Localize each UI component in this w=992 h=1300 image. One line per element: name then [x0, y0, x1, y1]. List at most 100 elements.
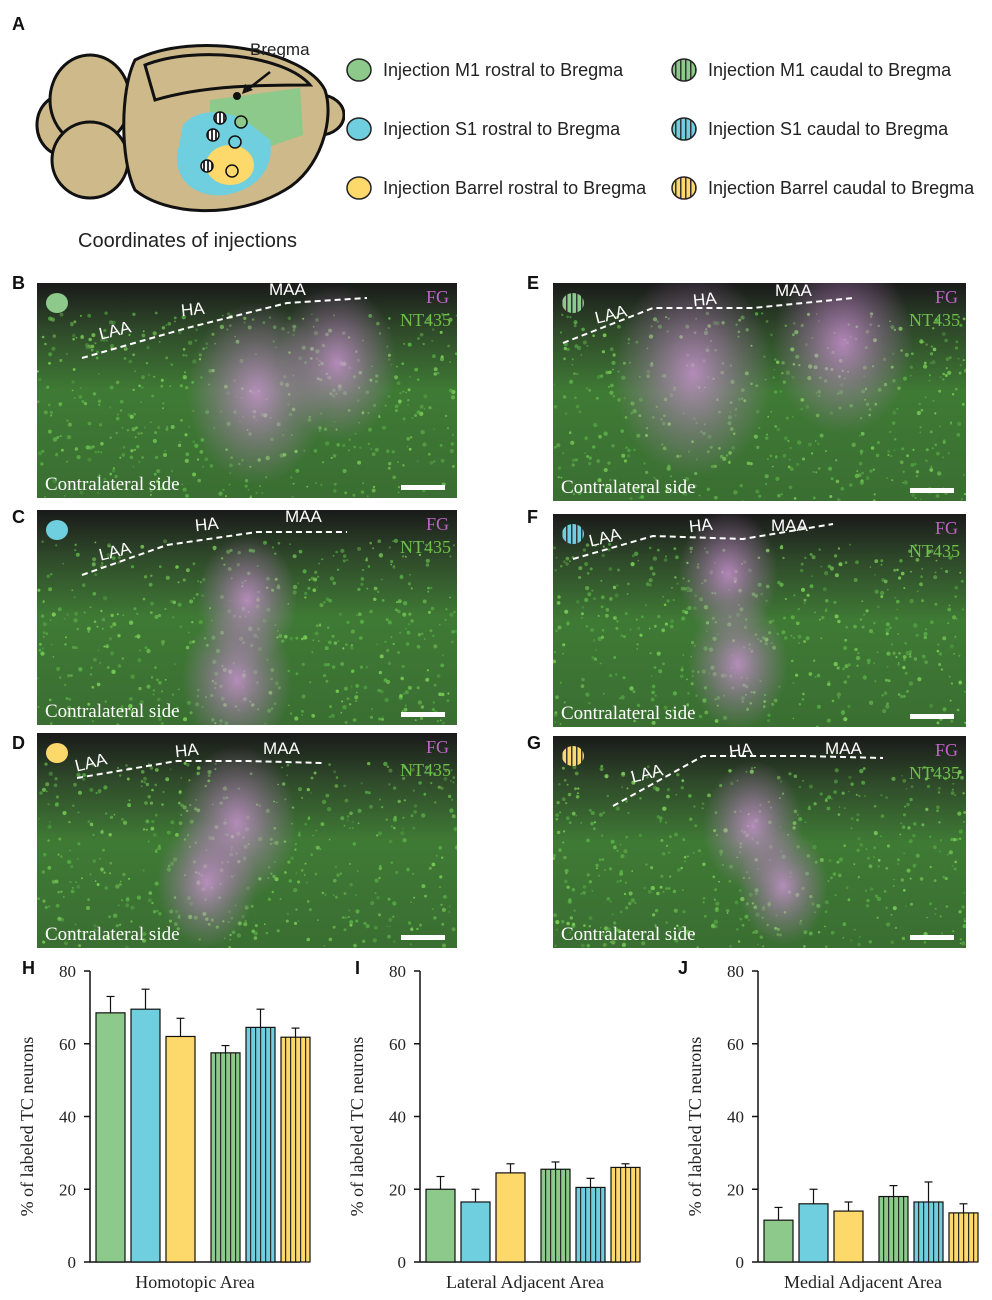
injection-dot [234, 115, 248, 129]
y-tick-label: 40 [389, 1108, 406, 1127]
y-tick-label: 80 [59, 962, 76, 981]
micrograph-image [553, 283, 966, 501]
bregma-arrow [246, 71, 271, 91]
fg-stain-label: FG [934, 287, 958, 307]
micrograph-f: LAA HA MAA FG NT435 Contralateral side [553, 514, 966, 727]
micrograph-g: LAA HA MAA FG NT435 Contralateral side [553, 736, 966, 948]
bar [95, 1012, 126, 1263]
brain-schematic [35, 44, 345, 213]
injection-swatch [46, 520, 68, 540]
bar [913, 1201, 944, 1263]
y-tick-label: 40 [59, 1108, 76, 1127]
contralateral-side-label: Contralateral side [561, 477, 696, 498]
ha-label: HA [174, 739, 200, 762]
panel-letter-g: G [527, 733, 542, 753]
bar [210, 1052, 241, 1263]
legend-label: Injection S1 rostral to Bregma [383, 118, 621, 139]
panel-letter-j: J [678, 958, 689, 978]
bar [763, 1219, 794, 1263]
bar [833, 1210, 864, 1263]
panel-letter-a: A [12, 14, 25, 34]
y-tick-label: 0 [736, 1253, 745, 1272]
injection-swatch [46, 743, 68, 763]
fg-stain-label: FG [934, 740, 958, 760]
panel-letter-f: F [527, 507, 538, 527]
area-boundary-line [612, 755, 884, 807]
y-tick-label: 20 [59, 1180, 76, 1199]
legend-swatch [671, 176, 697, 200]
legend-item: Injection S1 rostral to Bregma [345, 116, 620, 142]
micrograph-d: LAA HA MAA FG NT435 Contralateral side [37, 733, 457, 948]
area-boundary-line [76, 760, 323, 779]
fg-stain-label: FG [425, 737, 449, 757]
legend-label: Injection M1 caudal to Bregma [708, 59, 952, 80]
bar-chart-j: 0 20 40 60 80 Medial Adjacent Area % of labele… [685, 962, 979, 1292]
injection-swatch [562, 293, 584, 313]
bar [610, 1166, 641, 1263]
legend-item: Injection M1 rostral to Bregma [345, 57, 623, 83]
maa-label: MAA [285, 510, 322, 526]
bar [245, 1026, 276, 1263]
legend-item: Injection M1 caudal to Bregma [670, 57, 951, 83]
bar [165, 1035, 196, 1263]
y-axis-label: % of labeled TC neurons [17, 1037, 37, 1217]
bar-chart-h: 0 20 40 60 80 Homotopic Area % of labeled TC n… [17, 962, 311, 1292]
legend-label: Injection S1 caudal to Bregma [708, 118, 949, 139]
contralateral-side-label: Contralateral side [45, 701, 180, 722]
bar [460, 1201, 491, 1263]
legend-item: Injection S1 caudal to Bregma [670, 116, 948, 142]
area-boundary-line [81, 297, 368, 359]
panel-letter-d: D [12, 733, 25, 753]
nt435-stain-label: NT435 [400, 760, 451, 780]
bar [280, 1036, 311, 1263]
ha-label: HA [194, 513, 220, 536]
area-boundary-line [572, 523, 834, 560]
legend-swatch [346, 176, 372, 200]
maa-label: MAA [775, 283, 812, 300]
y-tick-label: 60 [727, 1035, 744, 1054]
bar [948, 1212, 979, 1263]
injection-swatch [562, 524, 584, 544]
bar [540, 1168, 571, 1263]
y-tick-label: 20 [727, 1180, 744, 1199]
bar [130, 1008, 161, 1263]
micrograph-image [553, 514, 966, 727]
contralateral-side-label: Contralateral side [561, 924, 696, 945]
injection-dot [206, 128, 220, 142]
y-tick-label: 0 [398, 1253, 407, 1272]
bar [425, 1188, 456, 1263]
y-tick-label: 0 [68, 1253, 77, 1272]
ha-label: HA [180, 298, 206, 321]
panel-letter-c: C [12, 507, 25, 527]
contralateral-side-label: Contralateral side [45, 474, 180, 495]
y-axis-label: % of labeled TC neurons [685, 1037, 705, 1217]
ha-label: HA [688, 514, 714, 537]
injection-dot [228, 135, 242, 149]
maa-label: MAA [263, 739, 300, 758]
legend-swatch [671, 117, 697, 141]
fg-stain-label: FG [934, 518, 958, 538]
nt435-stain-label: NT435 [400, 310, 451, 330]
scale-bar [401, 485, 445, 490]
y-tick-label: 60 [389, 1035, 406, 1054]
x-axis-label: Medial Adjacent Area [784, 1272, 942, 1292]
panel-letter-h: H [22, 958, 35, 978]
injection-dot [225, 164, 239, 178]
legend-swatch [346, 58, 372, 82]
bar-chart-i: 0 20 40 60 80 Lateral Adjacent Area % of label… [347, 962, 641, 1292]
nt435-stain-label: NT435 [909, 541, 960, 561]
x-axis-label: Lateral Adjacent Area [446, 1272, 604, 1292]
maa-label: MAA [771, 516, 808, 535]
scale-bar [401, 712, 445, 717]
maa-label: MAA [825, 739, 862, 758]
micrograph-image [37, 510, 457, 725]
y-tick-label: 40 [727, 1108, 744, 1127]
bar [495, 1172, 526, 1263]
legend-item: Injection Barrel caudal to Bregma [670, 175, 974, 201]
schematic-caption: Coordinates of injections [78, 230, 298, 252]
bar [878, 1195, 909, 1263]
nt435-stain-label: NT435 [400, 537, 451, 557]
micrograph-image [37, 283, 457, 498]
injection-swatch [46, 293, 68, 313]
injection-dot [200, 159, 214, 173]
